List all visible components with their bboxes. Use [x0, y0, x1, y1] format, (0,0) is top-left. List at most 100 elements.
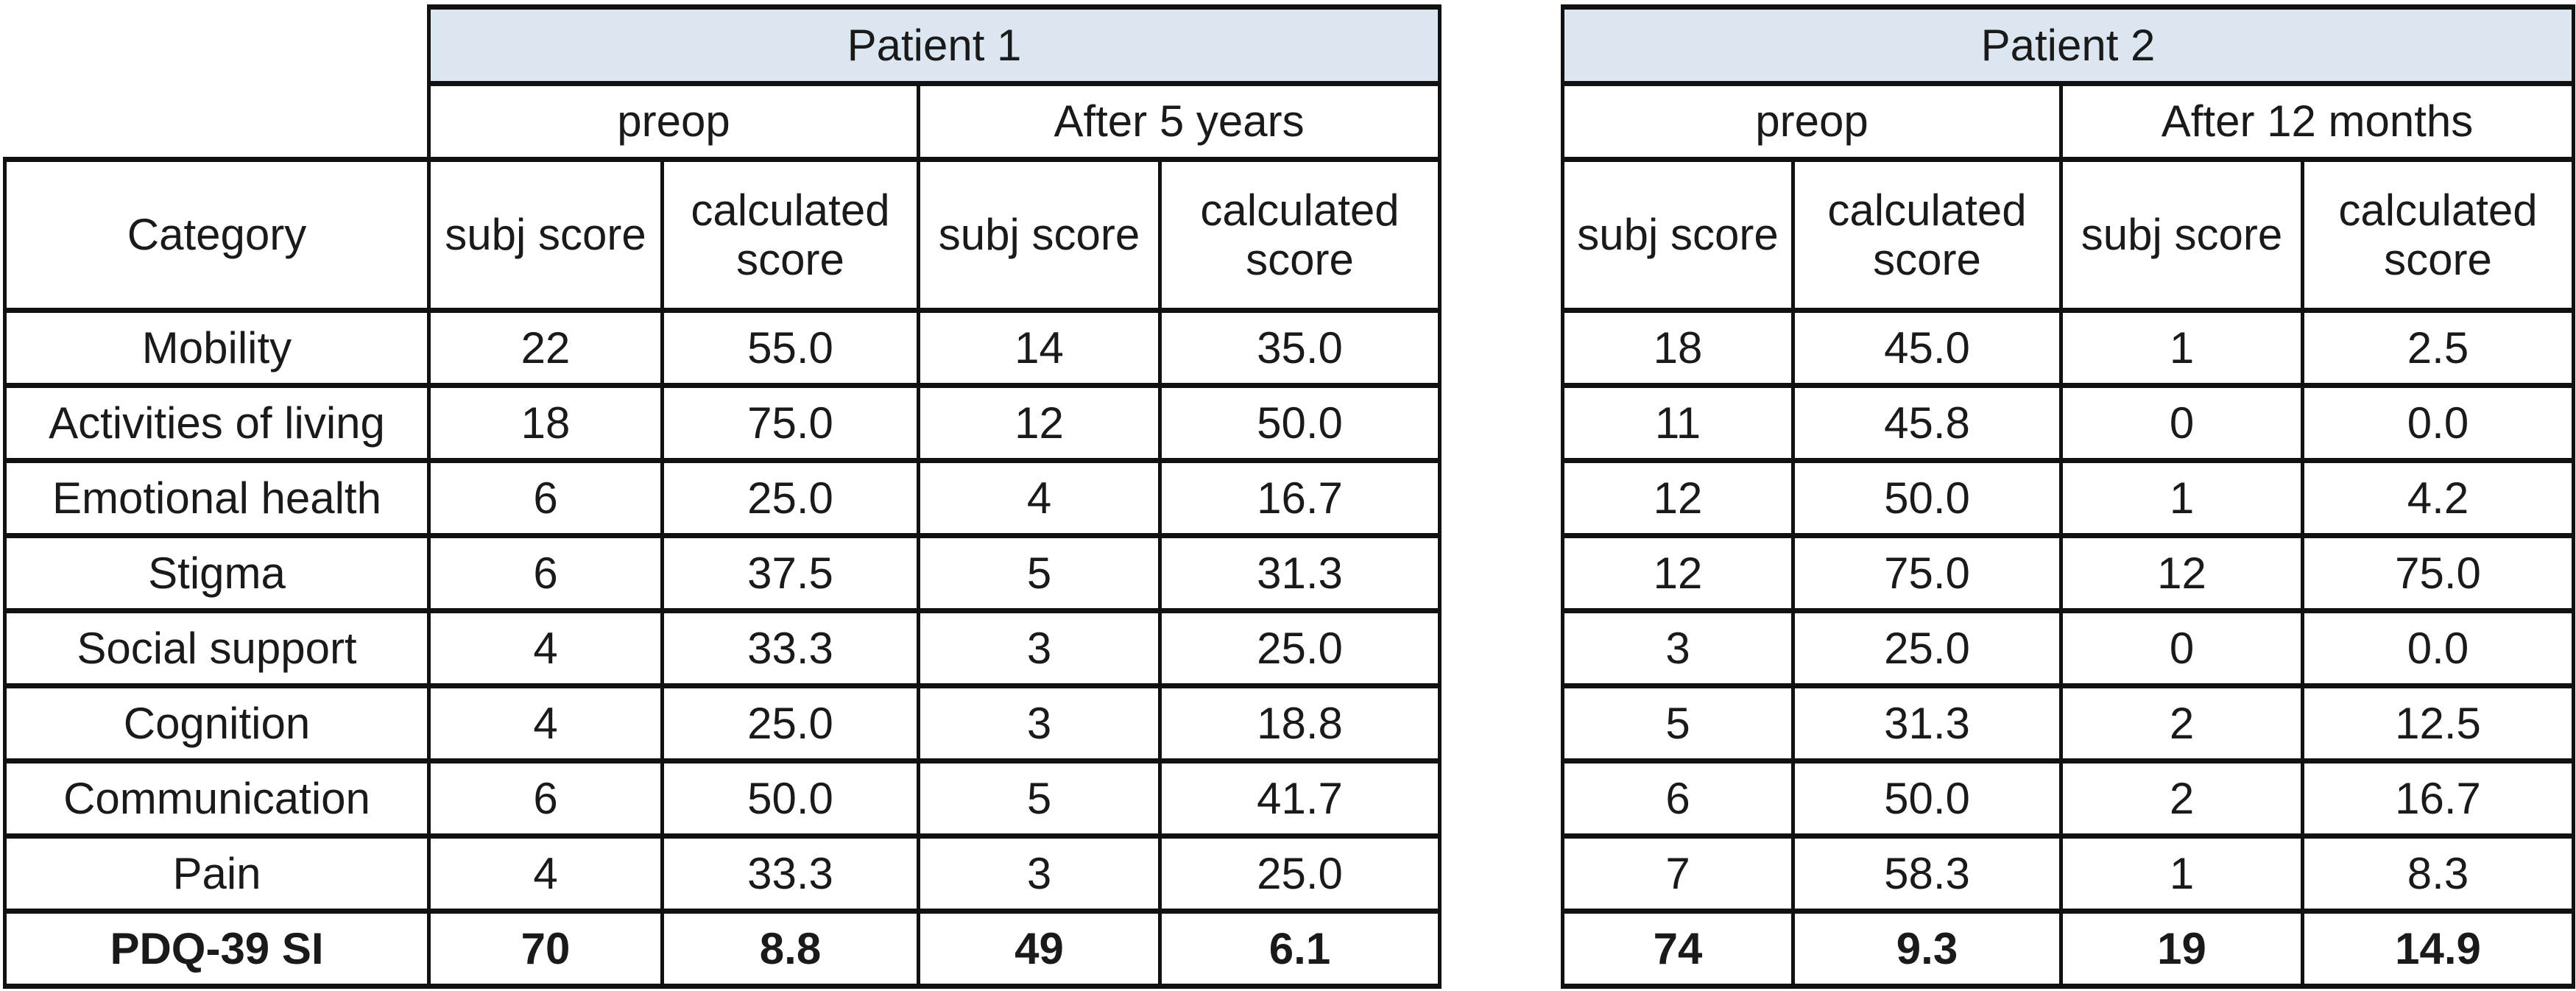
table-row-activities: 11 45.8 0 0.0 — [1561, 383, 2576, 463]
subj-score-header: subj score — [2059, 157, 2304, 313]
value-cell: 0 — [2059, 383, 2304, 463]
patient2-preop-header: preop — [1561, 81, 2063, 162]
value-cell: 50.0 — [1791, 758, 2063, 839]
table-row-stigma: 12 75.0 12 75.0 — [1561, 533, 2576, 613]
table-row-activities: Activities of living 18 75.0 12 50.0 — [3, 383, 1442, 463]
value-cell: 33.3 — [660, 608, 920, 688]
value-cell: 0.0 — [2300, 383, 2576, 463]
total-value-cell: 49 — [917, 909, 1162, 989]
value-cell: 4 — [427, 683, 664, 763]
value-cell: 7 — [1561, 833, 1795, 914]
category-cell: Stigma — [3, 533, 431, 613]
calculated-score-header: calculated score — [660, 157, 920, 313]
patient2-subheader-row: subj score calculated score subj score c… — [1561, 157, 2576, 313]
value-cell: 8.3 — [2300, 833, 2576, 914]
value-cell: 22 — [427, 308, 664, 388]
total-value-cell: 8.8 — [660, 909, 920, 989]
value-cell: 33.3 — [660, 833, 920, 914]
table-row-total: 74 9.3 19 14.9 — [1561, 909, 2576, 989]
value-cell: 25.0 — [1157, 833, 1442, 914]
subj-score-header: subj score — [917, 157, 1162, 313]
total-value-cell: 9.3 — [1791, 909, 2063, 989]
value-cell: 18 — [1561, 308, 1795, 388]
patient1-preop-header: preop — [427, 81, 920, 162]
category-cell: Emotional health — [3, 458, 431, 538]
patient2-title-row: Patient 2 — [1560, 4, 2576, 86]
table-row-social: 3 25.0 0 0.0 — [1561, 608, 2576, 688]
value-cell: 4 — [427, 833, 664, 914]
value-cell: 1 — [2059, 458, 2304, 538]
calculated-score-header: calculated score — [2300, 157, 2576, 313]
table-row-cognition: 5 31.3 2 12.5 — [1561, 683, 2576, 763]
category-cell: Social support — [3, 608, 431, 688]
value-cell: 3 — [1561, 608, 1795, 688]
value-cell: 6 — [427, 533, 664, 613]
value-cell: 37.5 — [660, 533, 920, 613]
value-cell: 5 — [917, 758, 1162, 839]
table-row-mobility: 18 45.0 1 2.5 — [1561, 308, 2576, 388]
category-cell: Communication — [3, 758, 431, 839]
value-cell: 6 — [427, 458, 664, 538]
value-cell: 50.0 — [1791, 458, 2063, 538]
value-cell: 14 — [917, 308, 1162, 388]
value-cell: 6 — [1561, 758, 1795, 839]
value-cell: 3 — [917, 683, 1162, 763]
patient1-followup-header: After 5 years — [916, 81, 1442, 162]
value-cell: 18 — [427, 383, 664, 463]
value-cell: 41.7 — [1157, 758, 1442, 839]
patient2-period-row: preop After 12 months — [1561, 81, 2576, 162]
patient1-table: Patient 1 preop After 5 years Category s… — [3, 4, 1442, 989]
value-cell: 25.0 — [660, 683, 920, 763]
patient1-title-row: Patient 1 — [4, 4, 1442, 86]
value-cell: 1 — [2059, 308, 2304, 388]
category-column-header: Category — [3, 157, 431, 313]
total-value-cell: 19 — [2059, 909, 2304, 989]
total-value-cell: 74 — [1561, 909, 1795, 989]
value-cell: 6 — [427, 758, 664, 839]
patient1-period-row: preop After 5 years — [4, 81, 1442, 162]
value-cell: 25.0 — [1157, 608, 1442, 688]
table-row-emotional: 12 50.0 1 4.2 — [1561, 458, 2576, 538]
value-cell: 2.5 — [2300, 308, 2576, 388]
value-cell: 16.7 — [2300, 758, 2576, 839]
calculated-score-header: calculated score — [1791, 157, 2063, 313]
subj-score-header: subj score — [427, 157, 664, 313]
value-cell: 75.0 — [660, 383, 920, 463]
table-row-communication: 6 50.0 2 16.7 — [1561, 758, 2576, 839]
patient2-followup-header: After 12 months — [2058, 81, 2576, 162]
value-cell: 55.0 — [660, 308, 920, 388]
value-cell: 4.2 — [2300, 458, 2576, 538]
value-cell: 2 — [2059, 758, 2304, 839]
table-row-cognition: Cognition 4 25.0 3 18.8 — [3, 683, 1442, 763]
patient1-subheader-row: Category subj score calculated score sub… — [3, 157, 1442, 313]
calculated-score-header: calculated score — [1157, 157, 1442, 313]
value-cell: 3 — [917, 608, 1162, 688]
value-cell: 4 — [917, 458, 1162, 538]
category-cell: Mobility — [3, 308, 431, 388]
value-cell: 11 — [1561, 383, 1795, 463]
table-row-communication: Communication 6 50.0 5 41.7 — [3, 758, 1442, 839]
value-cell: 75.0 — [2300, 533, 2576, 613]
value-cell: 0.0 — [2300, 608, 2576, 688]
value-cell: 75.0 — [1791, 533, 2063, 613]
value-cell: 45.0 — [1791, 308, 2063, 388]
table-row-mobility: Mobility 22 55.0 14 35.0 — [3, 308, 1442, 388]
subj-score-header: subj score — [1561, 157, 1795, 313]
value-cell: 1 — [2059, 833, 2304, 914]
patient1-title: Patient 1 — [426, 4, 1442, 86]
total-value-cell: 14.9 — [2300, 909, 2576, 989]
value-cell: 35.0 — [1157, 308, 1442, 388]
value-cell: 12 — [1561, 533, 1795, 613]
value-cell: 12.5 — [2300, 683, 2576, 763]
value-cell: 5 — [1561, 683, 1795, 763]
table-row-social: Social support 4 33.3 3 25.0 — [3, 608, 1442, 688]
total-value-cell: 70 — [427, 909, 664, 989]
value-cell: 3 — [917, 833, 1162, 914]
value-cell: 5 — [917, 533, 1162, 613]
blank-corner — [4, 7, 429, 84]
category-cell: Cognition — [3, 683, 431, 763]
table-row-total: PDQ-39 SI 70 8.8 49 6.1 — [3, 909, 1442, 989]
value-cell: 12 — [917, 383, 1162, 463]
value-cell: 45.8 — [1791, 383, 2063, 463]
